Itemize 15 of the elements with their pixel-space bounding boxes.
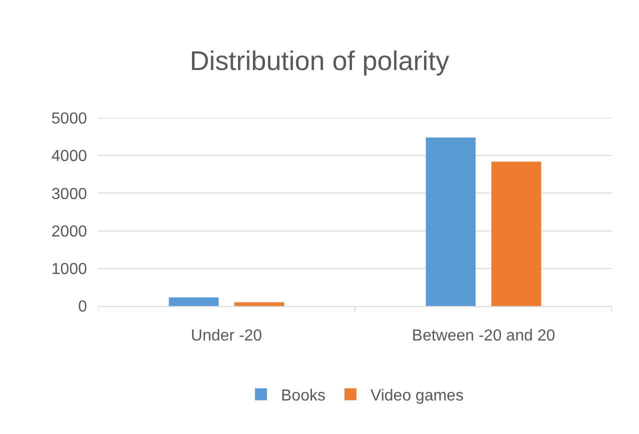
bar [234, 302, 284, 306]
legend-label: Books [281, 388, 326, 404]
y-tick-label: 1000 [51, 261, 88, 278]
bar [168, 297, 219, 306]
y-tick-label: 2000 [51, 223, 88, 240]
bar [426, 138, 476, 306]
legend-label: Video games [370, 388, 464, 404]
x-tick-label: Under -20 [190, 327, 262, 344]
x-tick-label: Between -20 and 20 [412, 327, 556, 344]
y-tick-label: 3000 [51, 186, 88, 203]
y-tick-label: 0 [78, 298, 88, 316]
bar [491, 162, 542, 306]
y-tick-label: 4000 [51, 148, 88, 166]
chart-title: Distribution of polarity [190, 46, 450, 76]
y-tick-label: 5000 [51, 110, 88, 128]
